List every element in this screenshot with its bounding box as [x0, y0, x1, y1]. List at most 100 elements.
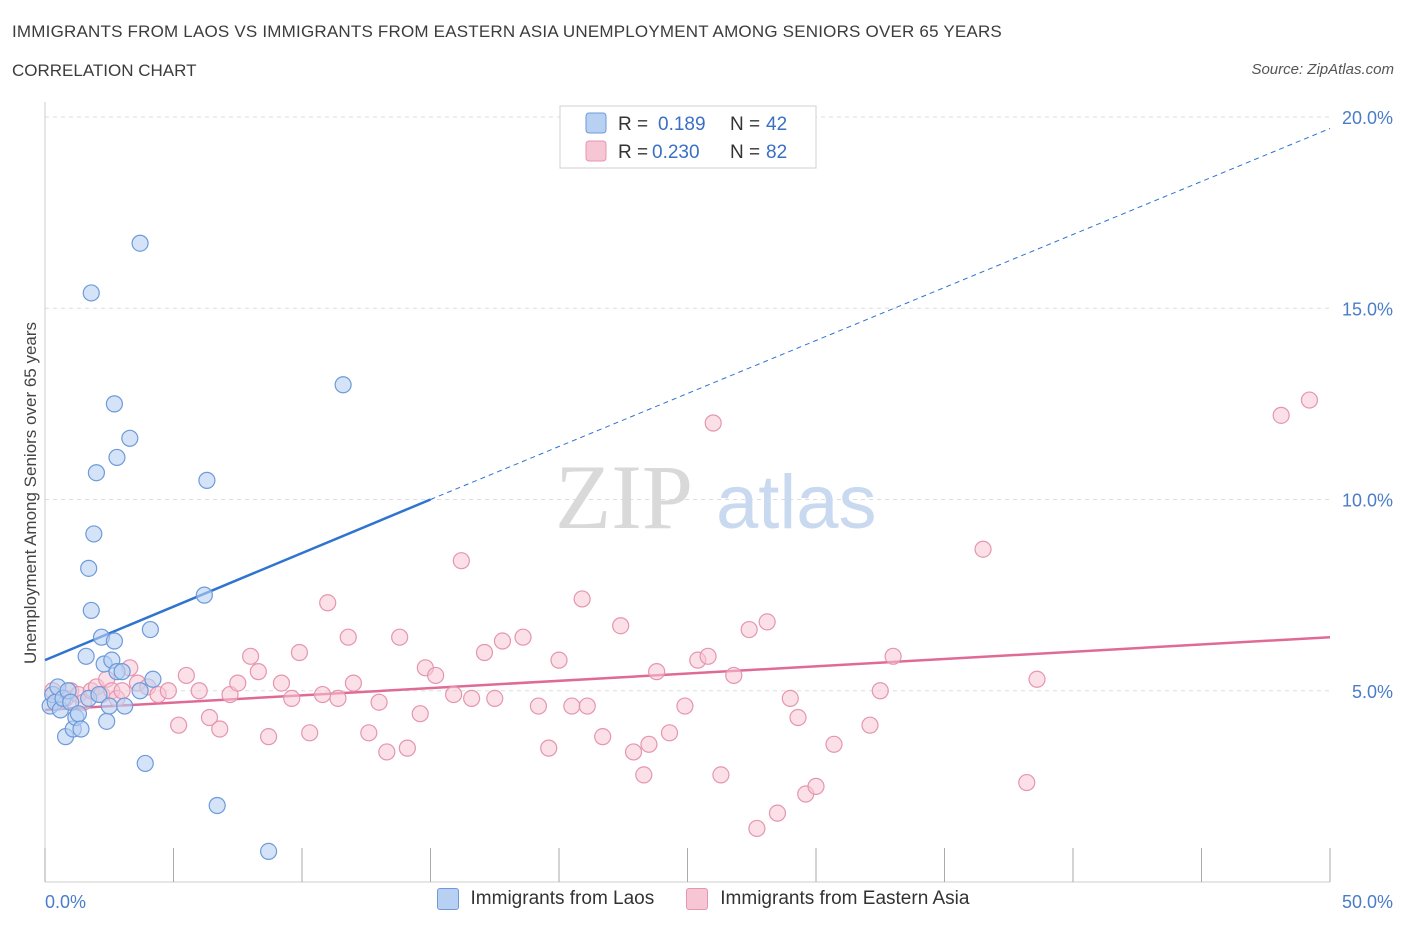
legend-swatch-laos: [585, 112, 607, 134]
y-tick-label-5: 5.0%: [1352, 682, 1393, 702]
trend-line-laos: [44, 498, 431, 662]
point-laos: [69, 705, 88, 723]
y-tick-label-15: 15.0%: [1342, 299, 1393, 319]
point-asia: [378, 743, 396, 761]
point-asia: [272, 674, 291, 692]
point-asia: [113, 682, 131, 700]
point-asia: [640, 735, 658, 753]
point-asia: [370, 693, 388, 711]
axes: [44, 102, 1331, 883]
point-asia: [624, 743, 643, 761]
point-asia: [398, 739, 416, 757]
point-asia: [475, 643, 494, 662]
source-label: Source: ZipAtlas.com: [1251, 61, 1394, 78]
point-asia: [573, 590, 591, 608]
point-laos: [334, 376, 352, 394]
point-laos: [77, 647, 95, 665]
bottom-legend-item-laos[interactable]: Immigrants from Laos: [436, 888, 654, 910]
point-asia: [748, 819, 766, 838]
point-asia: [242, 647, 260, 665]
point-asia: [712, 766, 730, 784]
point-asia: [486, 689, 504, 708]
legend-n-label-laos: N =: [730, 114, 760, 135]
point-asia: [871, 682, 889, 700]
point-asia: [319, 594, 337, 612]
point-laos: [82, 601, 100, 620]
legend-r-label-laos: R =: [618, 114, 648, 135]
legend-r-label-asia: R =: [618, 142, 648, 163]
series-laos: [41, 234, 352, 861]
point-asia: [329, 689, 347, 708]
point-asia: [1300, 391, 1319, 409]
point-asia: [229, 674, 247, 692]
point-asia: [660, 724, 679, 742]
point-laos: [105, 632, 123, 650]
point-asia: [768, 804, 787, 822]
point-laos: [141, 620, 159, 639]
point-asia: [290, 643, 309, 662]
point-asia: [259, 728, 278, 746]
point-laos: [105, 395, 123, 413]
point-laos: [116, 697, 134, 715]
point-asia: [283, 689, 301, 708]
point-asia: [360, 724, 378, 742]
chart-subtitle: CORRELATION CHART: [12, 61, 197, 80]
point-laos: [80, 559, 98, 577]
point-asia: [699, 647, 717, 665]
point-asia: [1028, 670, 1046, 688]
point-asia: [594, 728, 612, 746]
legend-n-value-asia: 82: [766, 142, 787, 163]
point-asia: [514, 628, 532, 646]
trend-lines: [44, 128, 1331, 712]
point-asia: [807, 777, 825, 795]
legend-n-label-asia: N =: [730, 142, 760, 163]
point-laos: [259, 842, 278, 861]
trend-line-laos-extension: [430, 128, 1331, 500]
point-laos: [113, 663, 131, 681]
y-axis-title: Unemployment Among Seniors over 65 years: [21, 322, 40, 664]
watermark-zip: ZIP: [555, 446, 693, 548]
point-asia: [211, 720, 229, 738]
point-asia: [170, 716, 188, 734]
grid-lines: [45, 116, 1330, 692]
bottom-legend-swatch-asia: [686, 888, 709, 910]
point-asia: [452, 552, 470, 570]
trend-line-asia: [44, 635, 1331, 712]
legend-swatch-asia: [585, 140, 607, 162]
point-asia: [550, 651, 568, 669]
point-laos: [98, 712, 116, 730]
point-asia: [445, 685, 463, 704]
legend: R = 0.189 N = 42 R = 0.230 N = 82: [559, 105, 817, 169]
point-asia: [159, 682, 177, 700]
point-asia: [578, 697, 596, 715]
bottom-legend-label-asia: Immigrants from Eastern Asia: [720, 888, 970, 909]
point-asia: [789, 708, 807, 727]
point-asia: [648, 663, 666, 681]
point-asia: [725, 666, 743, 685]
point-asia: [339, 628, 357, 646]
point-asia: [529, 697, 548, 715]
point-asia: [249, 663, 267, 681]
tick-labels: 5.0% 10.0% 15.0% 20.0% 0.0% 50.0%: [45, 108, 1393, 912]
point-asia: [974, 540, 992, 558]
point-asia: [563, 697, 581, 715]
bottom-legend-swatch-laos: [436, 888, 459, 910]
point-asia: [493, 632, 512, 650]
point-asia: [540, 739, 558, 757]
point-asia: [704, 414, 722, 432]
point-asia: [825, 735, 843, 753]
watermark: ZIP atlas: [555, 446, 877, 548]
point-asia: [344, 674, 362, 692]
point-asia: [884, 647, 902, 665]
point-asia: [411, 705, 429, 723]
bottom-legend-item-asia[interactable]: Immigrants from Eastern Asia: [686, 888, 969, 910]
point-asia: [781, 689, 799, 708]
point-laos: [144, 670, 162, 688]
point-laos: [131, 682, 149, 700]
point-asia: [861, 716, 879, 734]
point-laos: [108, 448, 126, 467]
point-laos: [100, 697, 118, 715]
point-laos: [85, 525, 103, 543]
legend-r-value-laos: 0.189: [658, 114, 706, 135]
